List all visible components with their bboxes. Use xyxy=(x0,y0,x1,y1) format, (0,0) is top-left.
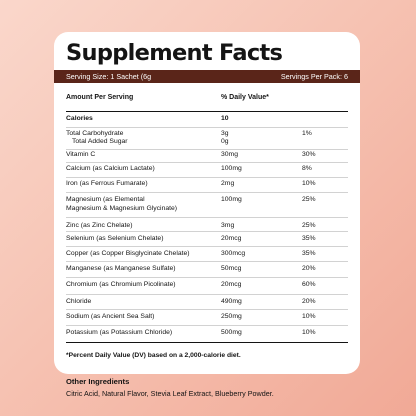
nutrient-row: Calcium (as Calcium Lactate) 100mg 8% xyxy=(66,162,348,178)
nutrient-row: Chloride 490mg 20% xyxy=(66,294,348,310)
serving-size: Serving Size: 1 Sachet (6g xyxy=(66,72,152,81)
nutrient-name: Sodium (as Ancient Sea Salt) xyxy=(66,312,155,320)
nutrient-dv: 25% xyxy=(302,196,316,203)
header-dv: % Daily Value* xyxy=(221,94,269,101)
nutrient-name: Iron (as Ferrous Fumarate) xyxy=(66,180,148,187)
nutrient-subname: Magnesium & Magnesium Glycinate) xyxy=(66,204,178,212)
nutrient-amount: 100mg xyxy=(221,196,242,203)
ingredients-title: Other Ingredients xyxy=(66,377,130,386)
serving-bar: Serving Size: 1 Sachet (6g Servings Per … xyxy=(54,70,360,83)
calories-value: 10 xyxy=(221,115,229,122)
nutrient-amount: 3g xyxy=(221,130,229,137)
table-header: Amount Per Serving % Daily Value* xyxy=(66,87,348,112)
nutrient-row: Sodium (as Ancient Sea Salt) 250mg 10% xyxy=(66,309,348,326)
nutrient-name: Selenium (as Selenium Chelate) xyxy=(66,234,164,242)
nutrient-dv: 25% xyxy=(302,222,316,229)
panel-title: Supplement Facts xyxy=(66,40,283,66)
calories-row: Calories 10 xyxy=(66,111,348,128)
nutrient-name: Magnesium (as Elemental xyxy=(66,196,145,203)
nutrient-amount: 3mg xyxy=(221,222,235,229)
nutrient-dv: 20% xyxy=(302,297,316,305)
nutrient-row: Magnesium (as Elemental Magnesium & Magn… xyxy=(66,192,348,218)
servings-per-pack: Servings Per Pack: 6 xyxy=(280,72,348,81)
nutrient-dv: 10% xyxy=(302,180,316,187)
calories-label: Calories xyxy=(66,115,93,122)
nutrient-dv: 20% xyxy=(302,264,316,272)
nutrient-row: Zinc (as Zinc Chelate) 3mg 25% xyxy=(66,217,348,232)
nutrient-dv: 10% xyxy=(302,312,316,320)
nutrient-amount: 300mcg xyxy=(221,249,246,257)
nutrient-name: Chromium (as Chromium Picolinate) xyxy=(66,281,176,288)
nutrient-name: Potassium (as Potassium Chloride) xyxy=(66,328,173,336)
nutrient-amount: 100mg xyxy=(221,165,242,172)
nutrient-row: Potassium (as Potassium Chloride) 500mg … xyxy=(66,325,348,343)
nutrient-amount: 250mg xyxy=(221,312,242,320)
nutrient-name: Calcium (as Calcium Lactate) xyxy=(66,165,155,172)
nutrient-amount: 20mcg xyxy=(221,281,242,288)
nutrient-name: Total Carbohydrate xyxy=(66,130,124,137)
nutrient-amount: 500mg xyxy=(221,328,242,336)
nutrient-row: Iron (as Ferrous Fumarate) 2mg 10% xyxy=(66,177,348,193)
ingredients-text: Citric Acid, Natural Flavor, Stevia Leaf… xyxy=(66,389,274,398)
nutrient-row: Chromium (as Chromium Picolinate) 20mcg … xyxy=(66,277,348,295)
nutrient-name: Zinc (as Zinc Chelate) xyxy=(66,222,133,229)
nutrient-amount: 30mg xyxy=(221,151,239,158)
nutrient-subname: Total Added Sugar xyxy=(72,138,128,145)
nutrient-row: Copper (as Copper Bisglycinate Chelate) … xyxy=(66,246,348,262)
nutrient-amount: 2mg xyxy=(221,180,235,187)
nutrient-dv: 10% xyxy=(302,328,316,336)
nutrient-name: Chloride xyxy=(66,297,92,305)
nutrient-amount: 20mcg xyxy=(221,234,242,242)
daily-value-footnote: *Percent Daily Value (DV) based on a 2,0… xyxy=(66,352,241,359)
nutrient-dv: 8% xyxy=(302,165,312,172)
nutrient-row: Vitamin C 30mg 30% xyxy=(66,149,348,163)
supplement-facts-panel: Supplement Facts Serving Size: 1 Sachet … xyxy=(54,32,360,374)
nutrient-amount: 50mcg xyxy=(221,264,242,272)
nutrient-row: Manganese (as Manganese Sulfate) 50mcg 2… xyxy=(66,261,348,278)
nutrient-name: Manganese (as Manganese Sulfate) xyxy=(66,264,176,272)
nutrient-amount: 490mg xyxy=(221,297,242,305)
nutrient-name: Vitamin C xyxy=(66,151,96,158)
nutrient-subamount: 0g xyxy=(221,138,229,145)
nutrient-row: Selenium (as Selenium Chelate) 20mcg 35% xyxy=(66,231,348,247)
nutrient-dv: 35% xyxy=(302,234,316,242)
nutrient-dv: 35% xyxy=(302,249,316,257)
nutrient-dv: 30% xyxy=(302,151,316,158)
header-amount: Amount Per Serving xyxy=(66,94,134,101)
nutrient-dv: 1% xyxy=(302,130,312,137)
nutrient-dv: 60% xyxy=(302,281,316,288)
nutrient-name: Copper (as Copper Bisglycinate Chelate) xyxy=(66,249,190,257)
nutrient-row: Total Carbohydrate Total Added Sugar 3g … xyxy=(66,127,348,150)
